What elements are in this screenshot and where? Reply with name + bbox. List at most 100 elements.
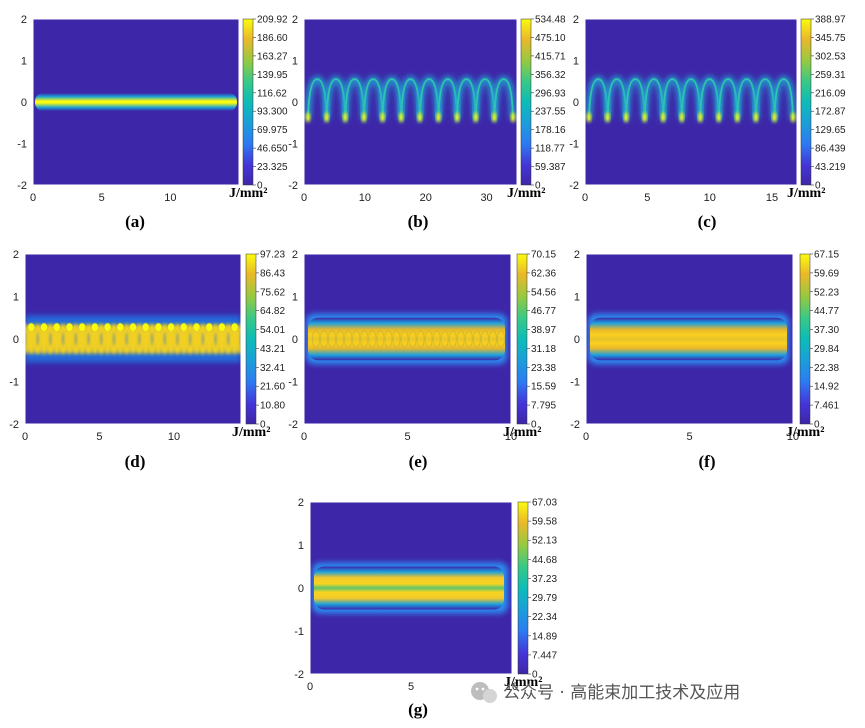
panel-label: (e) [409,452,428,471]
plot-frame [584,18,798,186]
colorbar-tick-label: 37.23 [532,574,557,585]
overlap-ripple [408,330,417,348]
hotspot [104,323,111,331]
hotspot [206,323,213,331]
colorbar-tick-label: 22.38 [814,363,839,374]
x-tick-label: 0 [301,192,307,204]
y-tick-label: 0 [21,97,27,109]
y-tick-label: 1 [574,292,580,304]
hotspot [417,112,423,123]
y-tick-label: -2 [570,419,580,431]
colorbar-tick-label: 10.80 [260,401,285,412]
colorbar-tick-label: 86.43 [260,268,285,279]
colorbar-tick-label: 31.18 [531,344,556,355]
hotspot [454,112,460,123]
panel-label: (f) [699,452,716,471]
hotspot [623,112,629,123]
wechat-icon [471,682,497,703]
colorbar-tick-label: 118.77 [535,144,565,155]
hotspot [753,112,759,123]
colorbar-tick-label: 7.795 [531,401,556,412]
colorbar-tick-label: 0 [532,670,538,681]
y-tick-label: -2 [569,180,579,192]
hotspot [218,323,226,331]
colorbar [516,253,528,425]
heatmap-panel: 210-1-20 10 20 30534.48475.10415.71356.3229… [288,14,566,231]
colorbar-tick-label: 388.97 [815,15,846,26]
colorbar-tick-label: 59.58 [532,517,557,528]
colorbar-tick-label: 52.13 [532,536,557,547]
y-tick-label: 2 [13,249,19,261]
y-tick-label: 0 [292,97,298,109]
colorbar-tick-label: 32.41 [260,363,285,374]
colorbar-tick-label: 46.650 [257,144,288,155]
overlap-ripple [432,330,441,348]
energy-band [308,317,505,361]
y-tick-label: 1 [573,56,579,68]
heatmap-panel: 210-1-20 5 1097.2386.4375.6264.8254.0143.2… [9,249,285,471]
heatmap-field [588,313,789,365]
colorbar-tick-label: 67.03 [532,498,557,509]
colorbar-tick-label: 59.69 [814,268,839,279]
overlap-ripple [392,330,401,348]
colorbar-unit: J/mm² [504,675,542,690]
y-tick-label: 0 [292,334,298,346]
colorbar-tick-label: 302.53 [815,51,846,62]
y-tick-label: -1 [17,139,27,151]
colorbar-tick-label: 97.23 [260,250,285,261]
panel-label: (a) [125,212,145,231]
scan-arc-core [493,78,514,120]
overlap-ripple [360,330,369,348]
plot-frame [309,501,513,675]
colorbar-unit: J/mm² [787,186,825,201]
colorbar-tick-label: 93.300 [257,107,288,118]
plot-frame [32,18,240,186]
x-tick-label: 20 [420,192,432,204]
plot-frame [24,253,242,425]
x-tick-label: 10 [505,431,517,443]
colorbar-tick-label: 44.68 [532,555,557,566]
x-tick-label: 0 [582,192,588,204]
heatmap-panel: 210-1-20 5 10209.92186.60163.27139.95116.6… [17,14,288,231]
y-tick-label: 1 [13,292,19,304]
colorbar-tick-label: 14.92 [814,382,839,393]
colorbar-tick-label: 116.62 [257,88,287,99]
colorbar-tick-label: 23.38 [531,363,556,374]
colorbar-tick-label: 29.84 [814,344,839,355]
y-tick-label: 2 [292,249,298,261]
scan-arc-core [773,78,794,120]
energy-band [314,566,504,610]
colorbar-tick-label: 37.30 [814,325,839,336]
hotspot [679,112,684,123]
colorbar-tick-label: 186.60 [257,33,288,44]
hotspot [735,112,740,123]
overlap-ripple [352,330,361,348]
heatmap-field [312,562,508,614]
colorbar-unit: J/mm² [507,186,545,201]
y-tick-label: -1 [9,377,19,389]
overlap-ripple [344,330,353,348]
x-tick-label: 0 [307,681,313,693]
hotspot [586,112,592,123]
hotspot [129,323,137,331]
y-tick-label: 1 [292,56,298,68]
colorbar-tick-label: 70.15 [531,250,556,261]
panel-label: (c) [698,212,717,231]
colorbar-tick-label: 0 [815,181,821,192]
plot-frame [303,18,518,186]
hotspot [398,112,404,123]
y-tick-label: -1 [570,377,580,389]
colorbar-tick-label: 216.09 [815,88,846,99]
colorbar-tick-label: 209.92 [257,15,288,26]
y-tick-label: 0 [573,97,579,109]
colorbar-tick-label: 67.15 [814,250,839,261]
colorbar-tick-label: 296.93 [535,88,566,99]
colorbar-tick-label: 75.62 [260,287,285,298]
y-tick-label: 0 [13,334,19,346]
overlap-ripple [384,330,393,348]
colorbar-tick-label: 44.77 [814,306,839,317]
hotspot [167,323,175,331]
plot-frame [303,253,512,425]
overlap-ripple [464,330,473,348]
